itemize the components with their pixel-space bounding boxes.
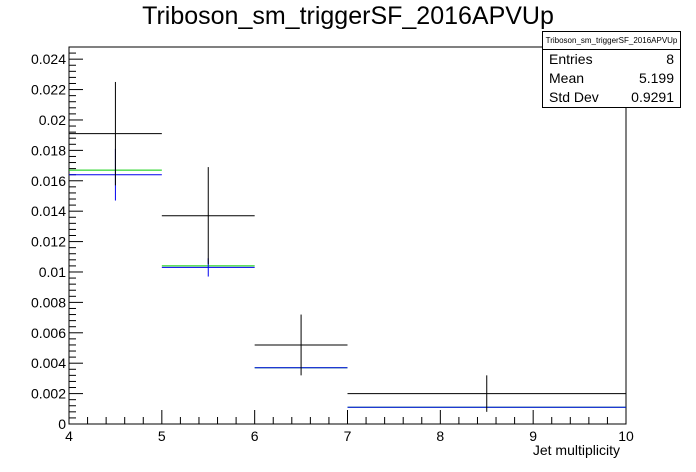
stats-entries-label: Entries [549, 51, 593, 67]
y-tick-label: 0.008 [31, 294, 66, 310]
y-tick-label: 0.01 [39, 264, 66, 280]
stats-row-stddev: Std Dev 0.9291 [543, 88, 680, 107]
x-tick-label: 9 [529, 428, 537, 444]
y-tick-label: 0.004 [31, 355, 66, 371]
stats-row-mean: Mean 5.199 [543, 69, 680, 88]
stats-stddev-value: 0.9291 [631, 89, 674, 105]
y-tick-label: 0.012 [31, 234, 66, 250]
x-axis-label: Jet multiplicity [533, 442, 620, 458]
x-tick-label: 5 [158, 428, 166, 444]
y-tick-label: 0.022 [31, 82, 66, 98]
stats-box: Triboson_sm_triggerSF_2016APVUp Entries … [542, 31, 681, 108]
stats-entries-value: 8 [666, 51, 674, 67]
x-tick-label: 7 [344, 428, 352, 444]
y-tick-label: 0.014 [31, 203, 66, 219]
y-tick-label: 0 [58, 416, 66, 432]
stats-mean-value: 5.199 [638, 70, 674, 86]
x-tick-label: 8 [436, 428, 444, 444]
y-tick-label: 0.006 [31, 325, 66, 341]
stats-stddev-label: Std Dev [549, 89, 599, 105]
stats-mean-label: Mean [549, 70, 585, 86]
plot-axes: 0 0.002 0.004 0.006 0.008 0.01 0.012 0.014 0.016… [31, 46, 634, 444]
y-tick-label: 0.024 [31, 51, 66, 67]
y-tick-label: 0.018 [31, 142, 66, 158]
y-tick-label: 0.016 [31, 173, 66, 189]
x-tick-label: 10 [618, 428, 634, 444]
plot-marks [69, 81, 626, 412]
y-tick-label: 0.002 [31, 386, 66, 402]
stats-row-entries: Entries 8 [543, 50, 680, 69]
chart-title: Triboson_sm_triggerSF_2016APVUp [142, 2, 554, 30]
y-tick-label: 0.02 [39, 112, 66, 128]
x-tick-label: 6 [251, 428, 259, 444]
x-tick-label: 4 [65, 428, 73, 444]
stats-box-title: Triboson_sm_triggerSF_2016APVUp [543, 32, 680, 50]
